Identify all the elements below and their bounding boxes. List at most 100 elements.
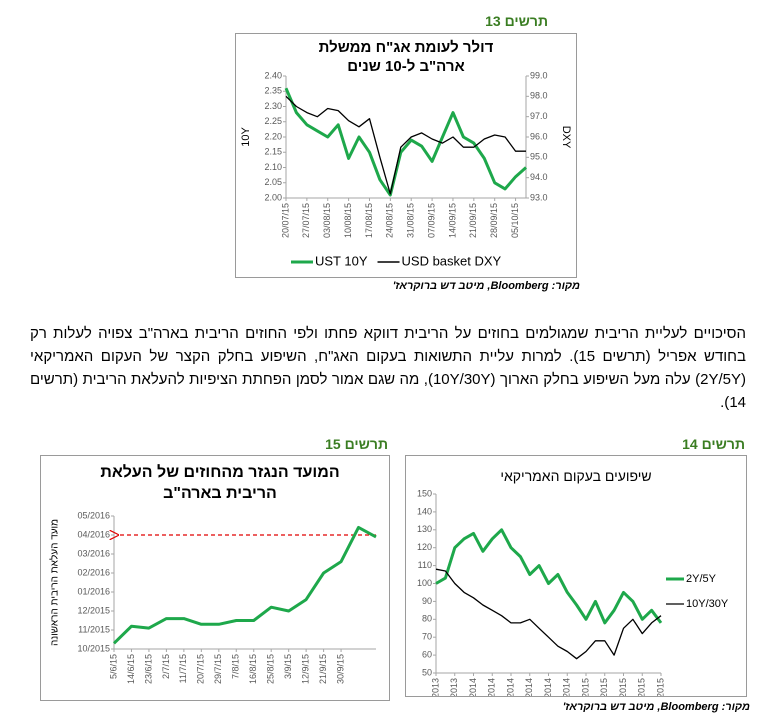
y-tick-label: 04/2016 bbox=[77, 529, 110, 539]
x-tick-label: 09/2014 bbox=[543, 678, 553, 696]
y-tick-label: 93.0 bbox=[530, 192, 548, 202]
chart-frame: 2.00 2.05 2.10 2.15 2.20 2.25 2.30 2.35 2.40 93.0… bbox=[235, 33, 577, 278]
x-tick-label: 09/2015 bbox=[655, 678, 665, 696]
chart: 2.00 2.05 2.10 2.15 2.20 2.25 2.30 2.35 2.40 93.0… bbox=[240, 70, 572, 268]
chart-caption: תרשים 15 bbox=[325, 436, 388, 452]
y-tick-label: 130 bbox=[417, 524, 432, 534]
y-tick-label: 70 bbox=[422, 632, 432, 642]
y-tick-label: 80 bbox=[422, 614, 432, 624]
x-tick-label: 20/07/15 bbox=[280, 203, 290, 238]
y-tick-label: 2.00 bbox=[264, 192, 282, 202]
x-tick-label: 16/8/15 bbox=[248, 654, 258, 684]
y-tick-label: 96.0 bbox=[530, 131, 548, 141]
y-tick-label: 2.05 bbox=[264, 177, 282, 187]
x-tick-label: 03/2014 bbox=[487, 678, 497, 696]
chart-title: שיפועים בעקום האמריקאי bbox=[500, 468, 652, 484]
x-tick-label: 10/08/15 bbox=[343, 203, 353, 238]
x-tick-label: 24/08/15 bbox=[385, 203, 395, 238]
y-tick-label: 12/2015 bbox=[77, 605, 110, 615]
x-tick-label: 05/10/15 bbox=[510, 203, 520, 238]
source: מקור: Bloomberg, מיטב דש ברוקראז' bbox=[392, 280, 580, 292]
x-tick-label: 14/6/15 bbox=[126, 654, 136, 684]
series-line bbox=[435, 528, 663, 625]
x-tick-label: 31/08/15 bbox=[406, 203, 416, 238]
y-tick-label: 03/2016 bbox=[77, 548, 110, 558]
x-tick-label: 25/8/15 bbox=[266, 654, 276, 684]
y-tick-label: 95.0 bbox=[530, 152, 548, 162]
y-tick-label: 90 bbox=[422, 596, 432, 606]
chart-frame: 10/2015 11/2015 12/2015 01/2016 02/2016 03/20… bbox=[40, 455, 390, 701]
axis-title: DXY bbox=[560, 126, 572, 149]
x-tick-label: 05/2015 bbox=[618, 678, 628, 696]
y-tick-label: 120 bbox=[417, 542, 432, 552]
x-tick-label: 29/7/15 bbox=[213, 654, 223, 684]
y-tick-label: 150 bbox=[417, 488, 432, 498]
x-tick-label: 14/09/15 bbox=[447, 203, 457, 238]
y-tick-label: 100 bbox=[417, 578, 432, 588]
x-tick-label: 11/7/15 bbox=[178, 654, 188, 683]
paragraph: הסיכויים לעליית הריבית שמגולמים בחוזים ע… bbox=[30, 325, 746, 411]
y-tick-label: 05/2016 bbox=[77, 510, 110, 520]
x-tick-label: 03/08/15 bbox=[322, 203, 332, 238]
x-tick-label: 07/09/15 bbox=[426, 203, 436, 238]
legend-label: USD basket DXY bbox=[402, 253, 502, 268]
chart: 50 60 70 80 90 100 110 120 130 140 150 09/2013 11/20… bbox=[417, 488, 729, 696]
y-tick-label: 140 bbox=[417, 506, 432, 516]
y-tick-label: 2.25 bbox=[264, 116, 282, 126]
x-tick-label: 5/6/15 bbox=[108, 654, 118, 679]
y-tick-label: 2.30 bbox=[264, 101, 282, 111]
y-tick-label: 2.10 bbox=[264, 162, 282, 172]
y-tick-label: 110 bbox=[418, 560, 432, 570]
x-tick-label: 12/9/15 bbox=[301, 654, 311, 684]
y-tick-label: 60 bbox=[422, 649, 432, 659]
y-tick-label: 11/2015 bbox=[78, 624, 110, 634]
series-line bbox=[285, 95, 526, 195]
y-tick-label: 2.20 bbox=[264, 131, 282, 141]
legend-label: UST 10Y bbox=[315, 253, 368, 268]
chart-frame: 50 60 70 80 90 100 110 120 130 140 150 09/2013 11/20… bbox=[405, 455, 747, 697]
x-tick-label: 01/2015 bbox=[580, 678, 590, 696]
y-tick-label: 2.15 bbox=[264, 147, 282, 157]
x-tick-label: 28/09/15 bbox=[489, 203, 499, 238]
x-tick-label: 01/2014 bbox=[468, 678, 478, 696]
y-tick-label: 94.0 bbox=[530, 172, 548, 182]
x-tick-label: 11/2013 bbox=[449, 678, 459, 696]
y-tick-label: 2.40 bbox=[264, 70, 282, 80]
y-tick-label: 10/2015 bbox=[77, 643, 110, 653]
x-tick-label: 7/8/15 bbox=[231, 654, 241, 679]
chart-caption: תרשים 13 bbox=[485, 13, 548, 29]
y-tick-label: 50 bbox=[422, 667, 432, 677]
x-tick-label: 2/7/15 bbox=[161, 654, 171, 679]
y-tick-label: 2.35 bbox=[264, 86, 282, 96]
x-tick-label: 07/2014 bbox=[524, 678, 534, 696]
x-tick-label: 21/9/15 bbox=[318, 654, 328, 684]
x-tick-label: 23/6/15 bbox=[143, 654, 153, 684]
chart-title: דולר לעומת אג"ח ממשלת ארה"ב ל-10 שנים bbox=[318, 39, 494, 75]
series-line bbox=[435, 568, 662, 660]
x-tick-label: 20/7/15 bbox=[196, 654, 206, 684]
series-line bbox=[112, 525, 377, 645]
source: מקור: Bloomberg, מיטב דש ברוקראז' bbox=[562, 701, 750, 713]
y-tick-label: 01/2016 bbox=[77, 586, 110, 596]
x-tick-label: 27/07/15 bbox=[301, 203, 311, 238]
x-tick-label: 03/2015 bbox=[599, 678, 609, 696]
chart: 10/2015 11/2015 12/2015 01/2016 02/2016 03/20… bbox=[49, 510, 377, 684]
axis-title: מועד העלאת הריבית הראשונה bbox=[49, 519, 61, 646]
y-tick-label: 99.0 bbox=[530, 70, 548, 80]
series-line bbox=[284, 87, 527, 197]
y-tick-label: 98.0 bbox=[530, 91, 548, 101]
x-tick-label: 17/08/15 bbox=[364, 203, 374, 238]
x-tick-label: 05/2014 bbox=[505, 678, 515, 696]
legend-label: 2Y/5Y bbox=[686, 573, 717, 585]
x-tick-label: 11/2014 bbox=[562, 678, 572, 696]
legend-label: 10Y/30Y bbox=[686, 598, 729, 610]
y-tick-label: 97.0 bbox=[530, 111, 548, 121]
x-tick-label: 3/9/15 bbox=[283, 654, 293, 679]
chart-caption: תרשים 14 bbox=[682, 436, 745, 452]
axis-title: 10Y bbox=[240, 127, 252, 147]
x-tick-label: 07/2015 bbox=[637, 678, 647, 696]
x-tick-label: 30/9/15 bbox=[335, 654, 345, 684]
x-tick-label: 21/09/15 bbox=[468, 203, 478, 238]
chart-title: המועד הנגזר מהחוזים של העלאת הריבית בארה… bbox=[100, 464, 340, 502]
